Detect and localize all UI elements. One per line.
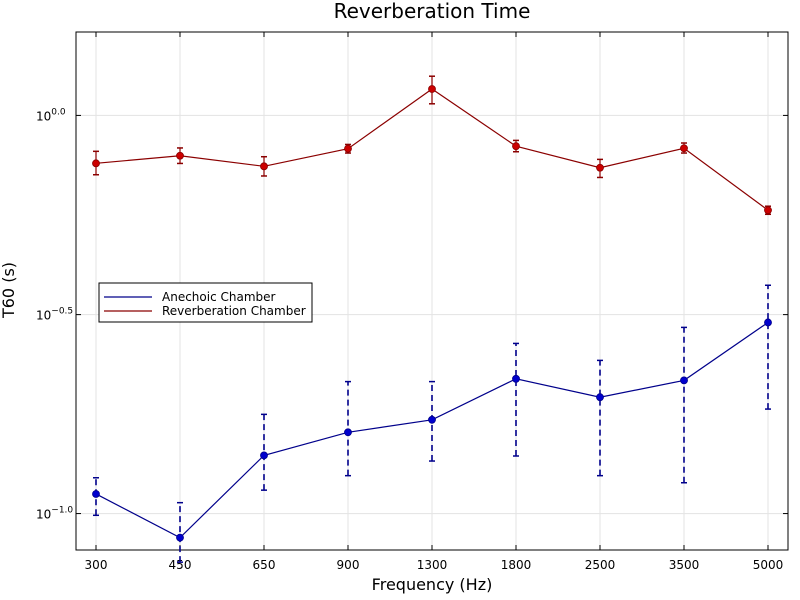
y-tick-label: 100.0	[36, 107, 66, 123]
data-point	[512, 142, 520, 151]
data-point	[92, 490, 100, 498]
x-tick-label: 1800	[501, 558, 532, 572]
y-tick-label: 10−0.5	[36, 307, 73, 323]
x-tick-label: 5000	[753, 558, 784, 572]
data-point	[176, 533, 184, 542]
x-tick-label: 900	[337, 558, 360, 572]
data-point	[596, 393, 604, 402]
x-tick-label: 650	[253, 558, 276, 572]
legend-entry: Reverberation Chamber	[162, 304, 306, 318]
x-tick-label: 300	[85, 558, 108, 572]
data-point	[344, 144, 352, 153]
data-point	[680, 144, 688, 153]
series-1	[92, 75, 772, 216]
data-point	[596, 163, 604, 172]
chart-title: Reverberation Time	[334, 0, 531, 23]
x-tick-label: 450	[169, 558, 192, 572]
data-point	[512, 374, 520, 383]
data-point	[176, 151, 184, 160]
data-point	[764, 318, 772, 327]
data-point	[260, 451, 268, 460]
data-point	[260, 162, 268, 171]
x-tick-label: 1300	[417, 558, 448, 572]
x-tick-label: 3500	[669, 558, 700, 572]
legend-box	[98, 282, 313, 323]
data-point	[344, 428, 352, 437]
data-point	[92, 159, 100, 168]
data-point	[764, 206, 772, 215]
legend-entry: Anechoic Chamber	[162, 290, 276, 304]
y-axis-label: T60 (s)	[0, 262, 18, 319]
x-axis-label: Frequency (Hz)	[372, 575, 493, 594]
y-tick-label: 10−1.0	[36, 506, 73, 522]
data-point	[428, 415, 436, 424]
series-0	[92, 284, 772, 563]
data-point	[428, 85, 436, 93]
data-point	[680, 376, 688, 385]
x-tick-label: 2500	[585, 558, 616, 572]
